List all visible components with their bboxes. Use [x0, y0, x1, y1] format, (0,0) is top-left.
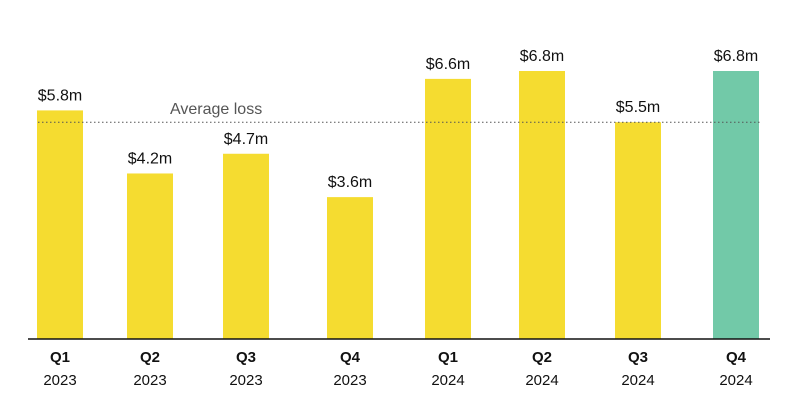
bar-q1-2024 — [425, 78, 471, 339]
bar-q4-2024 — [713, 71, 759, 339]
bar-q3-2023 — [223, 153, 269, 339]
x-tick-year-label: 2024 — [525, 372, 558, 389]
value-label: $5.8m — [38, 87, 82, 104]
x-tick-year-label: 2023 — [229, 372, 262, 389]
value-label: $5.5m — [616, 99, 660, 116]
x-tick-year-label: 2024 — [431, 372, 464, 389]
bars-group — [37, 71, 759, 339]
x-tick-year-label: 2024 — [621, 372, 654, 389]
x-tick-quarter-label: Q2 — [532, 349, 552, 366]
value-label: $3.6m — [328, 174, 372, 191]
x-tick-year-label: 2023 — [333, 372, 366, 389]
value-label: $6.8m — [520, 48, 564, 65]
value-label: $6.6m — [426, 56, 470, 73]
x-tick-year-label: 2024 — [719, 372, 752, 389]
x-tick-quarter-label: Q1 — [50, 349, 70, 366]
x-tick-quarter-label: Q4 — [340, 349, 361, 366]
value-label: $4.2m — [128, 150, 172, 167]
x-tick-quarter-label: Q4 — [726, 349, 747, 366]
x-tick-year-label: 2023 — [43, 372, 76, 389]
value-label: $6.8m — [714, 48, 758, 65]
x-tick-quarter-label: Q3 — [628, 349, 648, 366]
labels-group: $5.8m Q1 2023 $4.2m Q2 2023 $4.7m Q3 2023 $3.6m Q4… — [38, 48, 758, 389]
value-label: $4.7m — [224, 131, 268, 148]
x-tick-quarter-label: Q2 — [140, 349, 160, 366]
bar-q4-2023 — [327, 197, 373, 339]
bar-q1-2023 — [37, 110, 83, 339]
x-tick-year-label: 2023 — [133, 372, 166, 389]
bar-q3-2024 — [615, 122, 661, 339]
bar-q2-2023 — [127, 173, 173, 339]
x-tick-quarter-label: Q1 — [438, 349, 458, 366]
x-tick-quarter-label: Q3 — [236, 349, 256, 366]
bar-q2-2024 — [519, 71, 565, 339]
average-loss-label: Average loss — [170, 101, 262, 118]
